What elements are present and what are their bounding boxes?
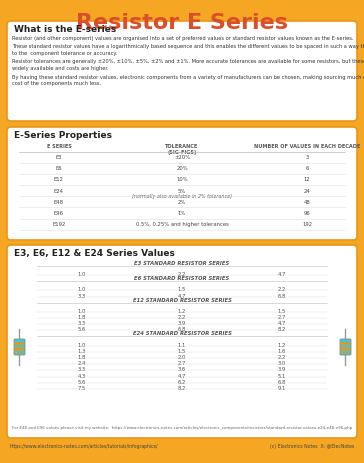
Text: 2.2: 2.2 xyxy=(178,272,186,277)
Text: 6: 6 xyxy=(305,166,309,171)
Text: (normally also available in 2% tolerance): (normally also available in 2% tolerance… xyxy=(132,194,232,199)
Text: to the  component tolerance or accuracy.: to the component tolerance or accuracy. xyxy=(12,51,117,56)
Text: 12: 12 xyxy=(304,177,310,182)
Text: 2.2: 2.2 xyxy=(278,355,286,360)
Text: 2.0: 2.0 xyxy=(178,355,186,360)
FancyBboxPatch shape xyxy=(7,245,357,438)
Text: What is the E-series: What is the E-series xyxy=(14,25,116,34)
Text: 2.2: 2.2 xyxy=(278,288,286,293)
Text: 8.2: 8.2 xyxy=(278,327,286,332)
FancyBboxPatch shape xyxy=(340,339,351,355)
Text: E3 STANDARD RESISTOR SERIES: E3 STANDARD RESISTOR SERIES xyxy=(134,261,230,266)
Text: E12: E12 xyxy=(54,177,64,182)
Text: ±20%: ±20% xyxy=(174,155,190,160)
Text: 9.1: 9.1 xyxy=(278,386,286,391)
Text: 3.9: 3.9 xyxy=(278,368,286,372)
Text: 192: 192 xyxy=(302,222,312,227)
Text: 1.3: 1.3 xyxy=(78,349,86,354)
Text: 4.7: 4.7 xyxy=(178,294,186,299)
Text: widely available and costs are higher.: widely available and costs are higher. xyxy=(12,66,108,71)
Text: 2.4: 2.4 xyxy=(78,361,86,366)
Text: 1%: 1% xyxy=(178,211,186,216)
Text: 1.0: 1.0 xyxy=(78,288,86,293)
Text: 3.0: 3.0 xyxy=(278,361,286,366)
Text: 1.0: 1.0 xyxy=(78,272,86,277)
Text: E6 STANDARD RESISTOR SERIES: E6 STANDARD RESISTOR SERIES xyxy=(134,276,230,281)
Text: 1.0: 1.0 xyxy=(78,309,86,314)
Text: 3.3: 3.3 xyxy=(78,368,86,372)
Text: 48: 48 xyxy=(304,200,310,205)
Text: For E48 and E96 values please visit my website:  https://www.electronics-notes.c: For E48 and E96 values please visit my w… xyxy=(12,426,352,430)
Text: 8.2: 8.2 xyxy=(178,386,186,391)
Text: 3.3: 3.3 xyxy=(78,294,86,299)
Text: 1.6: 1.6 xyxy=(278,349,286,354)
Text: 3: 3 xyxy=(305,155,309,160)
Text: E SERIES: E SERIES xyxy=(47,144,71,149)
Text: NUMBER OF VALUES IN EACH DECADE: NUMBER OF VALUES IN EACH DECADE xyxy=(254,144,360,149)
Text: E24 STANDARD RESISTOR SERIES: E24 STANDARD RESISTOR SERIES xyxy=(132,332,232,337)
Text: 0.5%, 0.25% and higher tolerances: 0.5%, 0.25% and higher tolerances xyxy=(135,222,229,227)
Text: 1.8: 1.8 xyxy=(78,315,86,320)
FancyBboxPatch shape xyxy=(7,127,357,240)
Text: 4.7: 4.7 xyxy=(278,321,286,326)
Text: Resistor (and other component) values are organised into a set of preferred valu: Resistor (and other component) values ar… xyxy=(12,36,353,41)
Text: E12 STANDARD RESISTOR SERIES: E12 STANDARD RESISTOR SERIES xyxy=(132,298,232,303)
Text: 2%: 2% xyxy=(178,200,186,205)
Text: 24: 24 xyxy=(304,188,310,194)
Text: 4.7: 4.7 xyxy=(178,374,186,379)
Text: These standard resistor values have a logarithmically based sequence and this en: These standard resistor values have a lo… xyxy=(12,44,364,49)
Text: 3.6: 3.6 xyxy=(178,368,186,372)
Text: 2.7: 2.7 xyxy=(278,315,286,320)
Text: E96: E96 xyxy=(54,211,64,216)
Text: E-Series Properties: E-Series Properties xyxy=(14,131,112,140)
Text: 20%: 20% xyxy=(176,166,188,171)
Text: Resistor E Series: Resistor E Series xyxy=(76,13,288,33)
Text: cost of the components much less.: cost of the components much less. xyxy=(12,81,101,86)
Text: 6.8: 6.8 xyxy=(278,380,286,385)
Text: 1.2: 1.2 xyxy=(178,309,186,314)
Text: 6.8: 6.8 xyxy=(278,294,286,299)
Text: 10%: 10% xyxy=(176,177,188,182)
Text: 1.2: 1.2 xyxy=(278,343,286,348)
Text: 2.7: 2.7 xyxy=(178,361,186,366)
Text: 7.5: 7.5 xyxy=(78,386,86,391)
Text: E6: E6 xyxy=(56,166,62,171)
Text: 1.0: 1.0 xyxy=(78,343,86,348)
Text: 3.9: 3.9 xyxy=(178,321,186,326)
Text: 1.5: 1.5 xyxy=(178,288,186,293)
Text: 6.2: 6.2 xyxy=(178,380,186,385)
FancyBboxPatch shape xyxy=(7,21,357,121)
Text: 1.5: 1.5 xyxy=(278,309,286,314)
Text: 3.3: 3.3 xyxy=(78,321,86,326)
Text: E3: E3 xyxy=(56,155,62,160)
Text: 5.1: 5.1 xyxy=(278,374,286,379)
Text: E48: E48 xyxy=(54,200,64,205)
Text: Resistor tolerances are generally ±20%, ±10%, ±5%, ±2% and ±1%. More accurate to: Resistor tolerances are generally ±20%, … xyxy=(12,59,364,64)
Text: E3, E6, E12 & E24 Series Values: E3, E6, E12 & E24 Series Values xyxy=(14,249,175,258)
Text: https://www.electronics-notes.com/articles/tutorials/infographics/: https://www.electronics-notes.com/articl… xyxy=(10,444,158,449)
Text: 5.6: 5.6 xyxy=(78,327,86,332)
FancyBboxPatch shape xyxy=(14,339,25,355)
Text: 4.7: 4.7 xyxy=(278,272,286,277)
Text: 1.8: 1.8 xyxy=(78,355,86,360)
Text: 5.6: 5.6 xyxy=(78,380,86,385)
Text: TOLERANCE
(SIG-FIGS): TOLERANCE (SIG-FIGS) xyxy=(165,144,199,155)
Text: 1.5: 1.5 xyxy=(178,349,186,354)
Text: 6.8: 6.8 xyxy=(178,327,186,332)
Text: By having these standard resistor values, electronic components from a variety o: By having these standard resistor values… xyxy=(12,75,364,80)
Text: 5%: 5% xyxy=(178,188,186,194)
Text: (c) Electronics Notes  X: @ElecNotes: (c) Electronics Notes X: @ElecNotes xyxy=(270,444,354,449)
Text: 2.2: 2.2 xyxy=(178,315,186,320)
Text: 1.1: 1.1 xyxy=(178,343,186,348)
Text: E24: E24 xyxy=(54,188,64,194)
Text: 4.3: 4.3 xyxy=(78,374,86,379)
Text: 96: 96 xyxy=(304,211,310,216)
Text: E192: E192 xyxy=(52,222,66,227)
